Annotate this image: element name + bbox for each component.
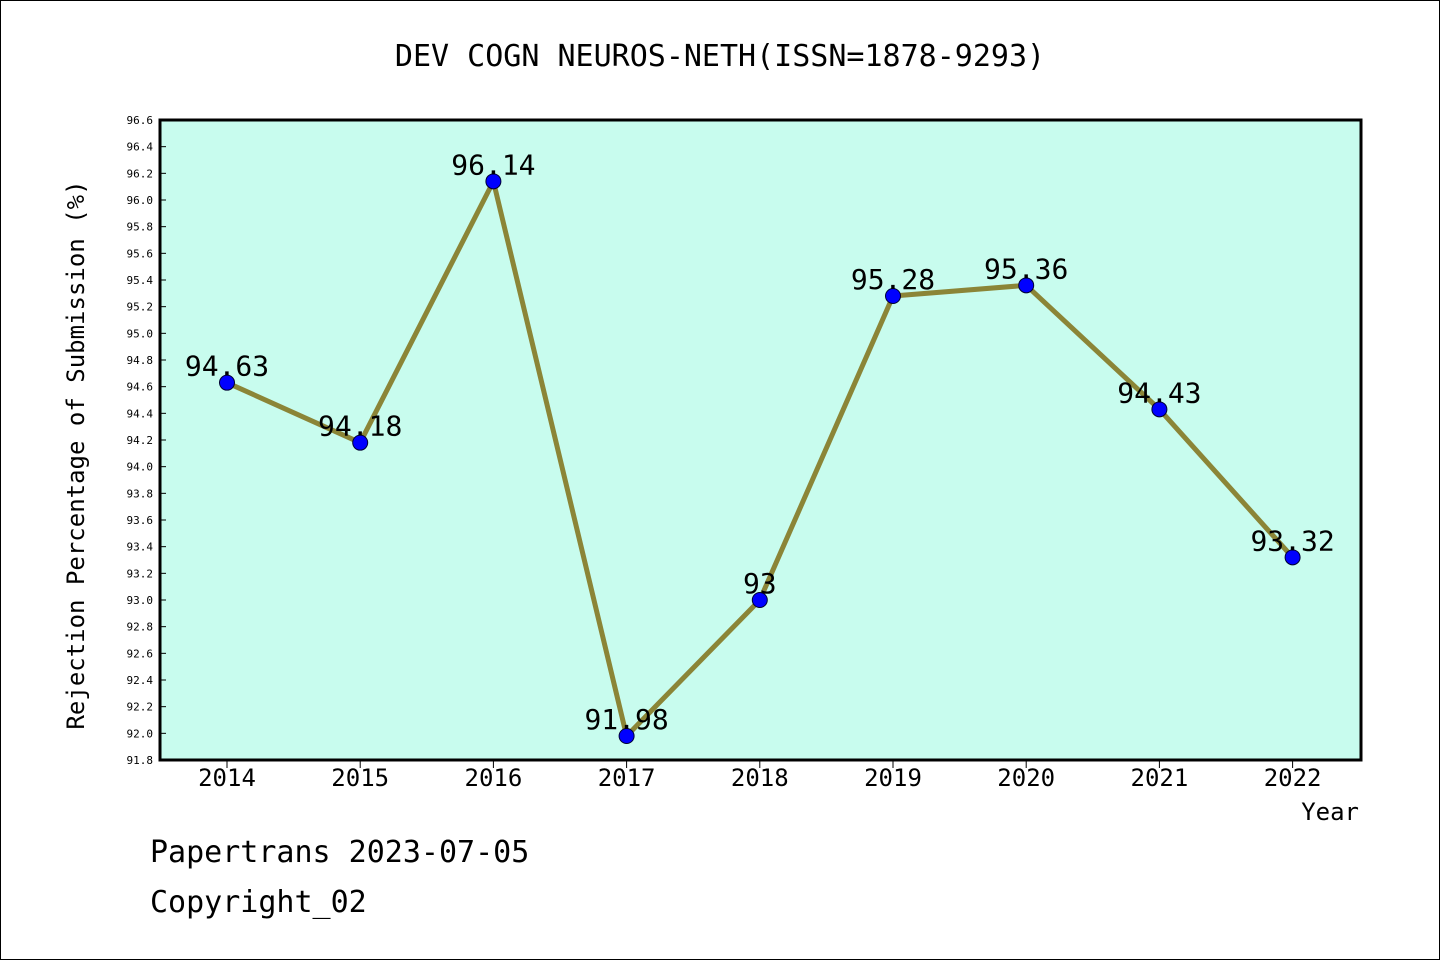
y-tick-label: 92.4	[127, 674, 154, 687]
x-axis: 2014 2015 2016 2017 2018 2019 2020 2021 2022	[198, 760, 1321, 792]
data-point-marker	[1151, 401, 1168, 418]
data-label: 93	[743, 567, 777, 600]
y-tick-label: 94.8	[127, 354, 154, 367]
y-tick-label: 92.6	[127, 647, 154, 660]
y-tick-label: 95.2	[127, 301, 154, 314]
x-tick-label: 2019	[864, 764, 922, 792]
y-tick-label: 93.6	[127, 514, 154, 527]
x-tick-label: 2014	[198, 764, 256, 792]
x-tick-label: 2022	[1264, 764, 1322, 792]
y-tick-label: 95.8	[127, 221, 154, 234]
data-label: 93.32	[1250, 524, 1334, 557]
y-tick-label: 94.6	[127, 381, 154, 394]
y-tick-label: 92.0	[127, 727, 154, 740]
chart-title: DEV COGN NEUROS-NETH(ISSN=1878-9293)	[395, 39, 1045, 74]
data-label: 91.98	[584, 703, 668, 736]
y-tick-label: 96.0	[127, 194, 154, 207]
y-tick-label: 92.2	[127, 701, 154, 714]
data-point-marker	[885, 288, 901, 304]
data-label: 94.63	[185, 350, 269, 383]
y-tick-label: 95.6	[127, 247, 154, 260]
x-axis-label: Year	[1301, 798, 1359, 826]
y-tick-label: 94.4	[127, 407, 154, 420]
data-label: 94.18	[318, 410, 402, 443]
data-point-marker	[219, 374, 235, 391]
y-axis: 91.8 92.0 92.2 92.4 92.6 92.8 93.0 93.2 93.4 93.6…	[127, 114, 166, 767]
y-tick-label: 93.2	[127, 567, 154, 580]
data-labels: 94.63 94.18 96.14 91.98 93 95.28 95.36 94.43 93.…	[185, 148, 1335, 736]
data-point-marker	[751, 592, 768, 608]
data-point-marker	[618, 728, 635, 744]
y-tick-label: 95.0	[127, 327, 154, 340]
data-point-marker	[352, 434, 369, 451]
x-tick-label: 2021	[1131, 764, 1189, 792]
x-tick-label: 2015	[331, 764, 389, 792]
y-axis-label: Rejection Percentage of Submission (%)	[62, 180, 90, 729]
x-tick-label: 2016	[465, 764, 523, 792]
y-tick-label: 93.0	[127, 594, 154, 607]
x-tick-label: 2020	[997, 764, 1055, 792]
y-tick-label: 93.4	[127, 541, 154, 554]
y-tick-label: 96.2	[127, 167, 154, 180]
footer-date-text: Papertrans 2023-07-05	[150, 835, 530, 870]
data-label: 95.28	[851, 263, 935, 296]
data-point-marker	[485, 173, 502, 190]
data-markers	[219, 173, 1301, 744]
x-tick-label: 2018	[731, 764, 789, 792]
footer-copyright-text: Copyright_02	[150, 885, 367, 920]
y-tick-label: 93.8	[127, 487, 154, 500]
y-tick-label: 94.0	[127, 461, 154, 474]
y-tick-label: 96.6	[127, 114, 154, 127]
data-label: 95.36	[984, 252, 1068, 285]
y-tick-label: 92.8	[127, 621, 154, 634]
data-point-marker	[1284, 549, 1301, 566]
y-tick-label: 94.2	[127, 434, 154, 447]
y-tick-label: 96.4	[127, 141, 154, 154]
data-point-marker	[1018, 277, 1035, 294]
data-label: 96.14	[451, 148, 535, 181]
y-tick-label: 91.8	[127, 754, 154, 767]
data-label: 94.43	[1117, 376, 1201, 409]
y-tick-label: 95.4	[127, 274, 154, 287]
x-tick-label: 2017	[598, 764, 656, 792]
